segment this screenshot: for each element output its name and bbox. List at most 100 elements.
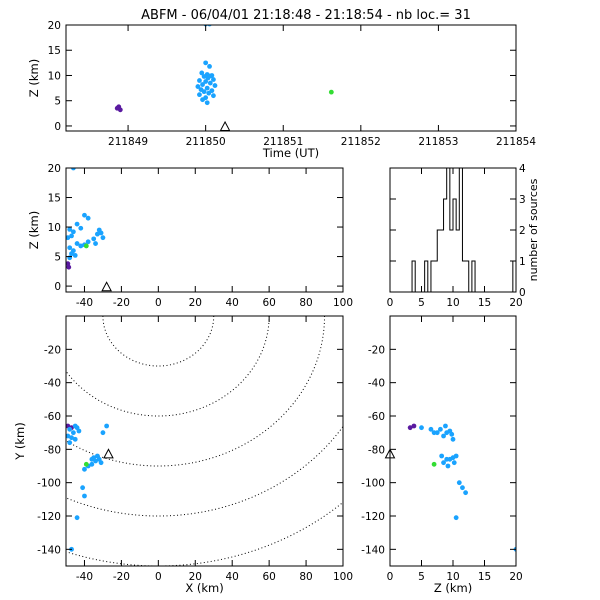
blue-source-point: [70, 430, 76, 436]
y-axis-label: number of sources: [527, 178, 540, 281]
blue-source-point: [70, 168, 76, 171]
blue-source-point: [72, 252, 78, 258]
blue-source-point: [460, 485, 465, 491]
blue-source-point: [207, 80, 213, 86]
blue-source-point: [98, 460, 104, 466]
x-tick-label: 40: [226, 571, 239, 583]
station-marker-icon: [101, 281, 112, 292]
x-tick-label: 211849: [108, 136, 148, 148]
y-tick-label: 3: [519, 194, 526, 206]
y-tick-label: -40: [368, 378, 385, 390]
blue-source-point: [449, 431, 455, 437]
y-tick-label: 10: [48, 222, 61, 234]
plan-view-panel: -40 -20 0 20 40 60 80 100 -20 -40 -60 -80 -100 -120 -1…: [13, 315, 353, 595]
blue-source-point: [206, 90, 212, 96]
green-source-point: [83, 461, 89, 467]
x-tick-label: 60: [262, 297, 275, 309]
y-tick-label: -20: [368, 344, 385, 356]
y-tick-label: -80: [368, 444, 385, 456]
blue-source-point: [91, 236, 97, 242]
histogram-bar: [440, 230, 443, 292]
x-axis-label: Z (km): [434, 581, 472, 595]
blue-source-point: [93, 241, 98, 246]
y-tick-label: 20: [48, 163, 61, 175]
y-tick-label: 15: [48, 193, 61, 205]
blue-source-point: [66, 433, 71, 439]
x-axis-label: Time (UT): [262, 146, 319, 160]
y-tick-label: -80: [44, 444, 61, 456]
blue-source-point: [203, 79, 209, 84]
y-tick-label: 10: [48, 70, 61, 82]
y-tick-label: 4: [519, 163, 526, 175]
purple-source-point: [66, 264, 72, 270]
blue-source-point: [434, 430, 440, 436]
axes-frame: [65, 24, 517, 132]
blue-source-point: [204, 85, 210, 91]
blue-source-point: [453, 453, 459, 459]
blue-source-point: [66, 235, 71, 241]
blue-source-point: [82, 212, 87, 218]
y-tick-label: -100: [37, 478, 61, 490]
y-tick-label: -140: [37, 544, 61, 556]
x-tick-label: 20: [189, 297, 202, 309]
blue-source-point: [74, 515, 80, 521]
axes-frame: [65, 315, 344, 567]
x-tick-label: 211851: [263, 136, 303, 148]
blue-source-point: [70, 229, 76, 235]
x-tick-label: 100: [333, 571, 353, 583]
blue-source-point: [453, 515, 459, 521]
x-tick-label: 80: [299, 571, 312, 583]
x-tick-label: -40: [76, 297, 93, 309]
y-tick-label: 15: [48, 45, 61, 57]
blue-source-point: [211, 93, 216, 99]
x-tick-label: 5: [418, 297, 425, 309]
x-tick-label: 60: [262, 571, 275, 583]
blue-source-point: [197, 92, 202, 98]
blue-source-point: [89, 461, 95, 467]
blue-source-point: [69, 435, 74, 441]
blue-source-point: [211, 77, 216, 82]
blue-source-point: [100, 430, 106, 436]
figure-title: ABFM - 06/04/01 21:18:48 - 21:18:54 - nb…: [141, 8, 471, 23]
blue-source-point: [207, 63, 212, 69]
y-tick-label: 1: [519, 256, 526, 268]
y-tick-label: -60: [368, 411, 385, 423]
blue-source-point: [74, 241, 80, 246]
y-axis-label: Z (km): [27, 59, 41, 97]
blue-source-point: [78, 243, 84, 249]
blue-source-point: [200, 82, 205, 87]
z-y-plot-area: [407, 423, 516, 552]
y-axis-label: Z (km): [27, 211, 41, 249]
blue-source-point: [67, 227, 73, 232]
blue-source-point: [67, 440, 73, 446]
x-tick-label: 20: [509, 297, 522, 309]
blue-source-point: [100, 235, 106, 241]
x-tick-label: 0: [387, 297, 394, 309]
z-y-panel: 0 5 10 15 20 -20 -40 -60 -80 -100 -120 -140 Z (km): [361, 315, 523, 595]
blue-source-point: [450, 436, 456, 442]
x-tick-label: 100: [333, 297, 353, 309]
y-tick-label: 20: [48, 20, 61, 32]
range-ring-2: [66, 316, 270, 417]
time-height-panel: 211849 211850 211851 211852 211853 211854 0 5 10…: [27, 20, 536, 160]
x-tick-label: 20: [189, 571, 202, 583]
y-tick-label: -60: [44, 411, 61, 423]
y-tick-label: 5: [54, 252, 61, 264]
blue-source-point: [203, 60, 209, 66]
station-marker-icon: [219, 120, 231, 131]
plan-plot-area: [66, 316, 343, 566]
blue-source-point: [197, 78, 202, 83]
blue-source-point: [82, 493, 87, 499]
blue-source-point: [89, 456, 95, 462]
blue-source-point: [199, 70, 205, 76]
blue-source-point: [195, 84, 201, 89]
x-tick-label: 15: [478, 297, 491, 309]
blue-source-point: [439, 453, 445, 459]
blue-source-point: [85, 239, 91, 245]
blue-source-point: [438, 426, 443, 432]
blue-source-point: [451, 460, 457, 466]
y-tick-label: -40: [44, 378, 61, 390]
x-tick-label: 0: [387, 571, 394, 583]
blue-source-point: [207, 73, 213, 79]
